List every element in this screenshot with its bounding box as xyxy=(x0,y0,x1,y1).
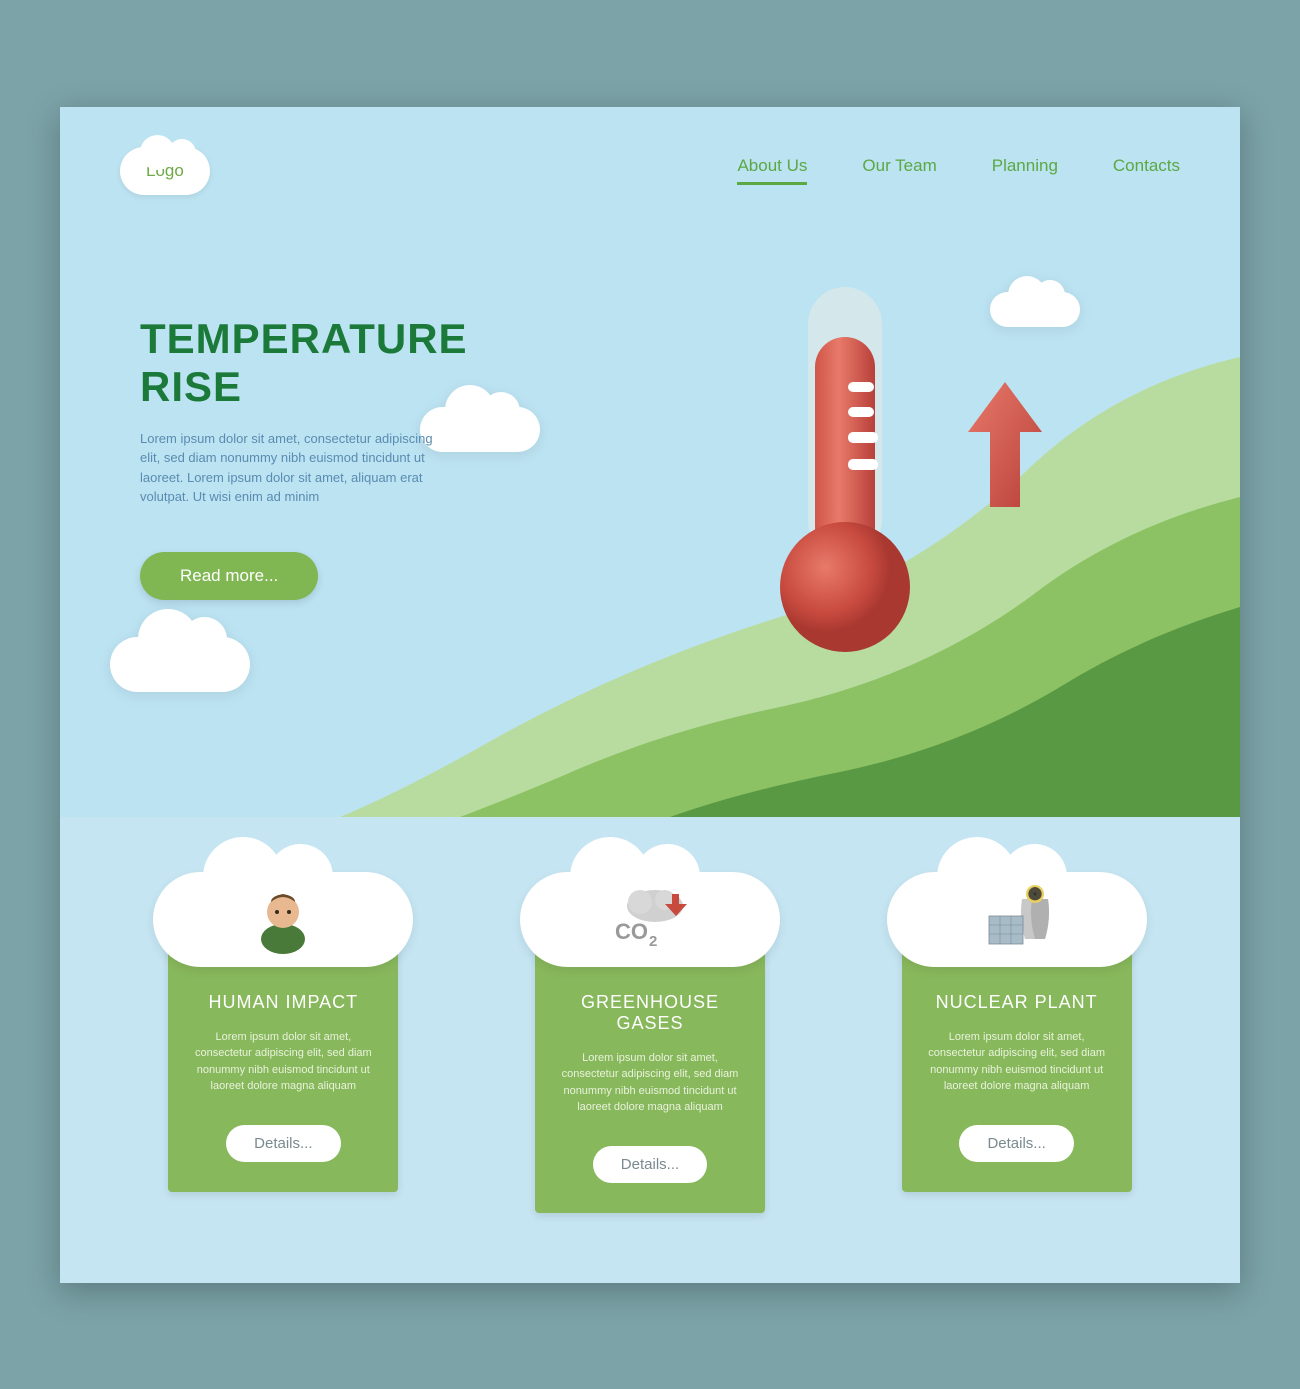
nav-about-us[interactable]: About Us xyxy=(737,156,807,185)
details-button[interactable]: Details... xyxy=(226,1125,340,1162)
svg-text:2: 2 xyxy=(649,933,657,950)
hero-title: TEMPERATURE RISE xyxy=(140,315,480,411)
hero-text: Lorem ipsum dolor sit amet, consectetur … xyxy=(140,429,450,507)
card-icon-cloud xyxy=(153,872,413,967)
logo[interactable]: Logo xyxy=(120,147,210,195)
hero-section: Logo About Us Our Team Planning Contacts… xyxy=(60,107,1240,817)
card-icon-cloud xyxy=(887,872,1147,967)
card-human-impact: HUMAN IMPACT Lorem ipsum dolor sit amet,… xyxy=(143,872,423,1213)
page-container: Logo About Us Our Team Planning Contacts… xyxy=(60,107,1240,1283)
card-body: GREENHOUSE GASES Lorem ipsum dolor sit a… xyxy=(535,937,765,1213)
details-button[interactable]: Details... xyxy=(959,1125,1073,1162)
details-button[interactable]: Details... xyxy=(593,1146,707,1183)
arrow-up-icon xyxy=(960,377,1050,517)
svg-text:CO: CO xyxy=(615,919,648,944)
card-nuclear-plant: NUCLEAR PLANT Lorem ipsum dolor sit amet… xyxy=(877,872,1157,1213)
hero-content: TEMPERATURE RISE Lorem ipsum dolor sit a… xyxy=(60,195,480,600)
nav-contacts[interactable]: Contacts xyxy=(1113,156,1180,185)
card-greenhouse-gases: CO 2 GREENHOUSE GASES Lorem ipsum dolor … xyxy=(510,872,790,1213)
main-nav: About Us Our Team Planning Contacts xyxy=(737,156,1180,185)
read-more-button[interactable]: Read more... xyxy=(140,552,318,600)
card-body: NUCLEAR PLANT Lorem ipsum dolor sit amet… xyxy=(902,937,1132,1192)
card-icon-cloud: CO 2 xyxy=(520,872,780,967)
nav-our-team[interactable]: Our Team xyxy=(862,156,936,185)
cloud-decoration xyxy=(110,637,250,692)
card-text: Lorem ipsum dolor sit amet, consectetur … xyxy=(926,1029,1108,1095)
card-text: Lorem ipsum dolor sit amet, consectetur … xyxy=(192,1029,374,1095)
logo-text: Logo xyxy=(146,161,184,180)
card-title: HUMAN IMPACT xyxy=(192,992,374,1013)
thermometer-icon xyxy=(760,277,930,657)
card-text: Lorem ipsum dolor sit amet, consectetur … xyxy=(559,1050,741,1116)
co2-icon: CO 2 xyxy=(605,884,695,954)
person-icon xyxy=(253,884,313,954)
cards-section: HUMAN IMPACT Lorem ipsum dolor sit amet,… xyxy=(60,817,1240,1283)
header: Logo About Us Our Team Planning Contacts xyxy=(60,107,1240,195)
nuclear-plant-icon xyxy=(977,884,1057,954)
card-body: HUMAN IMPACT Lorem ipsum dolor sit amet,… xyxy=(168,937,398,1192)
card-title: NUCLEAR PLANT xyxy=(926,992,1108,1013)
nav-planning[interactable]: Planning xyxy=(992,156,1058,185)
card-title: GREENHOUSE GASES xyxy=(559,992,741,1034)
cloud-decoration xyxy=(990,292,1080,327)
